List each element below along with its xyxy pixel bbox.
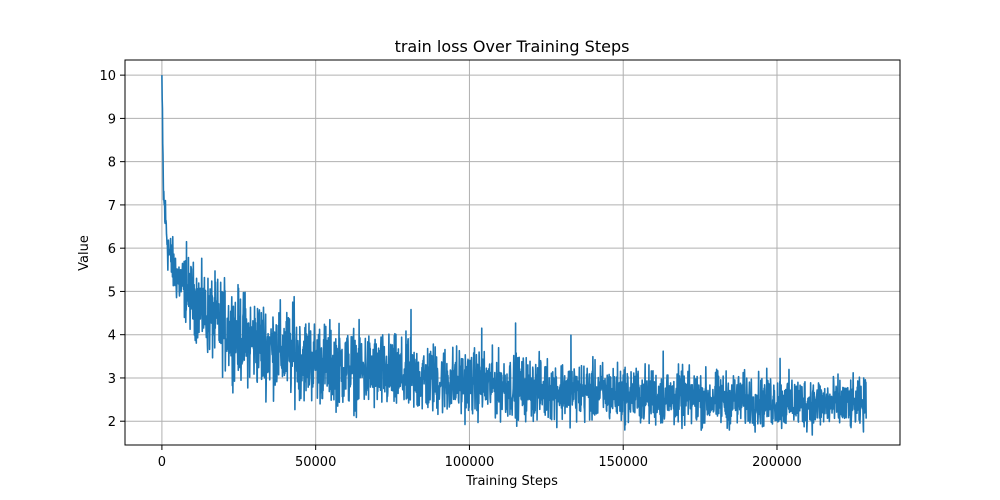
y-tick-label: 4 (108, 329, 116, 344)
y-tick-label: 5 (108, 285, 116, 300)
x-tick-label: 150000 (598, 455, 648, 470)
y-tick-label: 7 (108, 199, 116, 214)
x-axis: 0 50000 100000 150000 200000 (158, 445, 802, 470)
y-tick-label: 3 (108, 372, 116, 387)
y-axis: 2 3 4 5 6 7 8 9 10 (99, 69, 125, 430)
y-tick-label: 6 (108, 242, 116, 257)
x-tick-label: 100000 (445, 455, 495, 470)
y-tick-label: 9 (108, 112, 116, 127)
y-tick-label: 8 (108, 156, 116, 171)
y-tick-label: 10 (99, 69, 116, 84)
y-tick-label: 2 (108, 415, 116, 430)
x-tick-label: 200000 (752, 455, 802, 470)
chart-title: train loss Over Training Steps (395, 37, 630, 56)
series-train-loss (161, 75, 867, 436)
y-axis-label: Value (77, 235, 92, 271)
grid (125, 60, 900, 445)
x-tick-label: 0 (158, 455, 166, 470)
loss-line (161, 75, 867, 436)
plot-frame (124, 59, 901, 446)
x-tick-label: 50000 (295, 455, 336, 470)
x-axis-label: Training Steps (465, 474, 558, 489)
